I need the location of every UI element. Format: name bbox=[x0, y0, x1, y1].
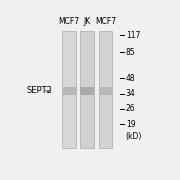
Bar bbox=[98, 87, 112, 95]
Text: 117: 117 bbox=[126, 31, 140, 40]
Text: MCF7: MCF7 bbox=[59, 17, 80, 26]
Text: 85: 85 bbox=[126, 48, 135, 57]
Text: (kD): (kD) bbox=[126, 132, 142, 141]
Text: MCF7: MCF7 bbox=[95, 17, 116, 26]
Bar bbox=[80, 87, 94, 95]
Text: 26: 26 bbox=[126, 104, 135, 113]
Bar bbox=[80, 31, 94, 148]
Text: SEPT2: SEPT2 bbox=[27, 86, 53, 95]
Text: 48: 48 bbox=[126, 74, 135, 83]
Text: 19: 19 bbox=[126, 120, 135, 129]
Bar bbox=[98, 31, 112, 148]
Text: JK: JK bbox=[84, 17, 91, 26]
Text: 34: 34 bbox=[126, 89, 136, 98]
Bar bbox=[62, 31, 76, 148]
Bar bbox=[62, 87, 76, 95]
